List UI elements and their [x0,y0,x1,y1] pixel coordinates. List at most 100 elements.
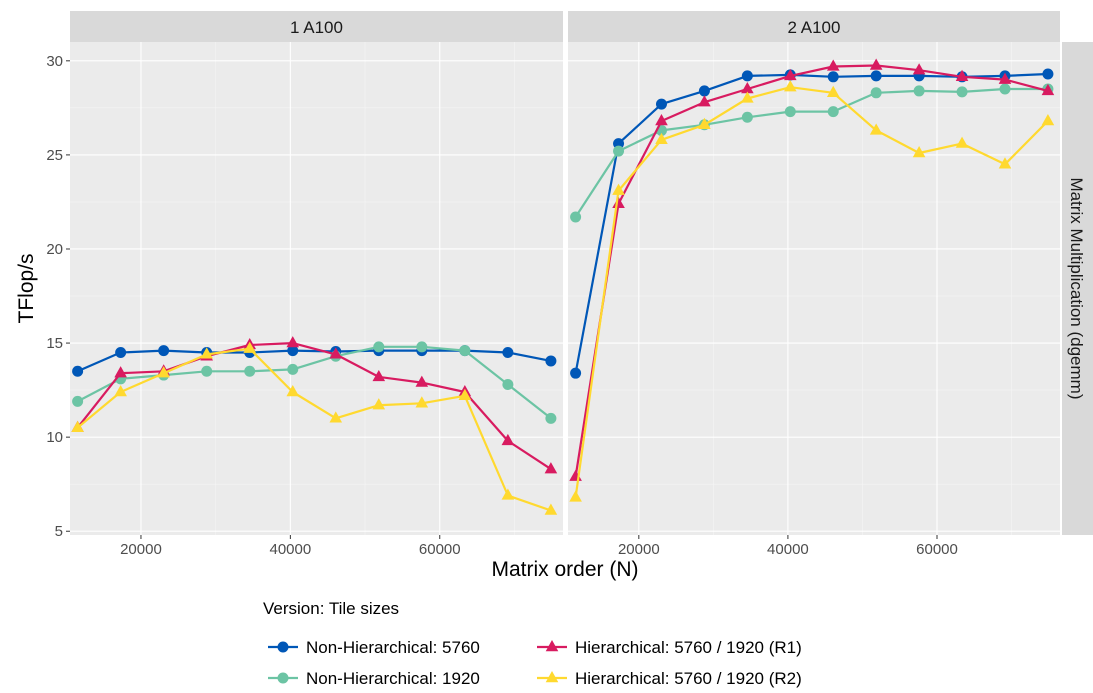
data-point [870,70,882,82]
data-point [870,87,882,99]
data-point [827,71,839,83]
x-tick-label: 60000 [916,541,958,558]
data-point [741,70,753,82]
data-point [912,63,926,75]
legend-title: Version: Tile sizes [263,599,399,618]
data-point [286,384,300,397]
data-point [1041,114,1055,126]
data-point [243,341,257,353]
data-point [501,488,515,500]
facet-strip-label: 1 A100 [290,18,343,37]
x-axis: 20000 40000 60000 20000 40000 60000 [120,535,958,558]
data-point [698,85,710,97]
data-point [544,503,558,515]
data-point [544,462,558,474]
data-point [1041,83,1055,96]
data-point [570,211,582,223]
series-line [76,347,552,512]
data-point [71,420,84,432]
data-point [372,369,386,382]
data-point [655,132,668,145]
data-point [72,395,84,407]
legend-item: Hierarchical: 5760 / 1920 (R2) [537,669,802,688]
legend-label: Hierarchical: 5760 / 1920 (R1) [575,638,802,657]
data-point [157,366,170,378]
data-point [545,412,557,424]
x-tick-label: 20000 [618,541,660,558]
data-point [72,365,84,377]
y-tick-label: 25 [46,147,63,164]
data-point [869,123,883,135]
series-line [574,64,1049,477]
data-point [741,82,754,94]
legend-item: Non-Hierarchical: 5760 [268,638,480,657]
series-line [574,86,1049,498]
y-tick-label: 20 [46,241,63,258]
data-point [612,183,625,195]
data-point [545,355,557,367]
data-point [158,345,170,357]
legend-key-marker [277,641,289,653]
data-point [415,396,429,408]
facet-panel: 1 A100 [70,11,563,535]
data-point [613,138,625,150]
data-point [114,384,127,397]
facet-panel: 2 A100 [568,11,1060,535]
facet-panels: 1 A100 2 A100 [70,11,1060,535]
data-point [115,346,127,358]
x-tick-label: 40000 [269,541,311,558]
data-point [655,98,667,110]
data-point [869,58,883,70]
x-tick-label: 20000 [120,541,162,558]
data-point [955,136,969,148]
facet-row-strip-background [1062,42,1093,535]
series-line [77,349,552,373]
data-point [783,80,797,92]
legend-item: Non-Hierarchical: 1920 [268,669,480,688]
facet-strip-label: 2 A100 [788,18,841,37]
data-point [244,365,256,377]
data-point [741,111,753,123]
data-point [998,157,1012,169]
legend-item: Hierarchical: 5760 / 1920 (R1) [537,638,802,657]
data-point [569,490,582,502]
panel-background [70,42,563,535]
data-point [912,146,926,158]
data-point [998,72,1012,84]
data-point [415,375,429,387]
legend-key-marker [545,640,559,652]
legend-key-marker [545,671,559,683]
data-point [1042,68,1054,80]
data-point [286,336,300,348]
data-point [458,388,472,400]
data-point [287,363,299,375]
data-point [114,366,127,378]
data-point [784,106,796,118]
x-tick-label: 40000 [767,541,809,558]
data-point [416,341,428,353]
data-point [200,347,213,359]
series-line [76,342,552,471]
data-point [827,106,839,118]
legend-key-marker [277,672,289,684]
panel-background [568,42,1060,535]
data-point [698,117,711,129]
data-point [502,378,514,390]
data-point [955,69,969,82]
data-point [329,347,343,359]
legend-label: Non-Hierarchical: 5760 [306,638,480,657]
data-point [372,398,386,410]
data-point [329,411,343,423]
y-axis-title: TFlop/s [15,253,38,323]
data-point [655,114,668,126]
data-point [570,367,582,379]
x-tick-label: 60000 [419,541,461,558]
data-point [956,86,968,98]
y-tick-label: 5 [55,523,63,540]
facet-row-label: Matrix Multiplication (dgemm) [1067,178,1086,400]
legend: Version: Tile sizes Non-Hierarchical: 57… [263,599,802,688]
data-point [783,68,797,81]
data-point [287,345,299,357]
y-axis: 5 10 15 20 25 30 [46,53,70,540]
data-point [502,346,514,358]
